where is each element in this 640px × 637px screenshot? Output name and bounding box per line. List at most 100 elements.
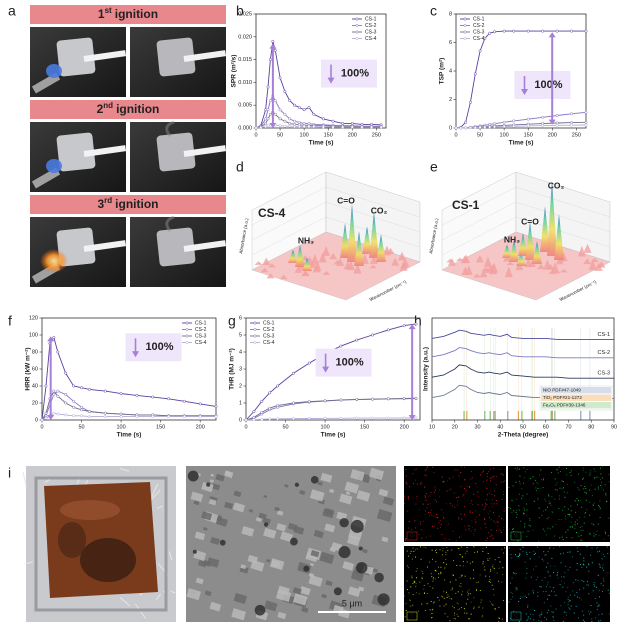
minor-peak — [336, 257, 345, 266]
major-peak — [340, 223, 350, 258]
eds-dot — [559, 584, 561, 586]
eds-dot — [490, 477, 492, 479]
eds-dot — [456, 613, 458, 615]
eds-dot — [461, 518, 463, 520]
eds-dot — [600, 583, 602, 585]
data-point — [72, 414, 76, 418]
sem-pore — [219, 539, 226, 546]
data-point — [512, 124, 516, 128]
series-line — [41, 390, 216, 421]
eds-dot — [458, 536, 460, 538]
eds-dot — [414, 549, 416, 551]
sem-grain — [269, 558, 285, 571]
sem-grain — [293, 593, 308, 606]
eds-dot — [468, 618, 470, 620]
x-tick-label: 60 — [543, 424, 549, 430]
eds-map — [404, 466, 506, 542]
sem-grain — [250, 559, 265, 572]
eds-dot — [565, 591, 567, 593]
eds-dot — [575, 524, 577, 526]
eds-dot — [408, 527, 410, 529]
eds-dot — [464, 466, 466, 468]
eds-dot — [490, 480, 492, 482]
eds-dot — [442, 480, 444, 482]
data-point — [288, 121, 292, 125]
eds-dot — [569, 472, 571, 474]
eds-dot — [556, 489, 558, 491]
eds-dot — [589, 514, 591, 516]
sem-grain — [201, 481, 214, 493]
eds-dot — [583, 557, 585, 559]
eds-dot — [582, 467, 584, 469]
data-point — [414, 416, 418, 420]
sem-pore — [374, 572, 384, 583]
data-point — [292, 401, 295, 405]
minor-peak — [548, 269, 557, 275]
y-tick-label: 0.015 — [238, 57, 252, 63]
eds-dot — [594, 470, 596, 472]
eds-dot — [457, 591, 459, 593]
eds-dot — [547, 551, 549, 553]
x-tick-label: 100 — [300, 132, 309, 138]
eds-element: Ti — [410, 613, 414, 619]
eds-dot — [455, 579, 457, 581]
data-point — [312, 112, 316, 116]
data-point — [355, 397, 359, 401]
eds-dot — [566, 537, 568, 539]
series-line — [431, 329, 614, 340]
eds-dot — [598, 614, 600, 616]
eds-dot — [577, 499, 579, 501]
eds-dot — [457, 609, 459, 611]
eds-dot — [485, 503, 487, 505]
eds-dot — [567, 599, 569, 601]
eds-dot — [558, 519, 560, 521]
eds-dot — [410, 529, 412, 531]
data-point — [331, 125, 335, 129]
eds-dot — [434, 486, 436, 488]
eds-dot — [578, 617, 580, 619]
eds-dot — [455, 579, 457, 581]
series-line — [431, 364, 614, 379]
eds-dot — [449, 489, 451, 491]
eds-dot — [542, 479, 544, 481]
eds-dot — [548, 503, 550, 505]
data-point — [72, 384, 76, 388]
eds-dot — [512, 485, 514, 487]
eds-dot — [444, 566, 446, 568]
data-point — [72, 399, 76, 403]
eds-dot — [598, 605, 600, 607]
eds-dot — [586, 566, 588, 568]
data-point — [72, 405, 76, 409]
eds-dot — [465, 489, 467, 491]
sem-grain — [350, 469, 365, 482]
data-point — [273, 99, 277, 103]
eds-dot — [586, 509, 588, 511]
data-point — [278, 108, 282, 112]
eds-dot — [599, 506, 601, 508]
eds-dot — [566, 467, 568, 469]
major-peak — [354, 231, 364, 266]
eds-dot — [493, 468, 495, 470]
eds-dot — [512, 531, 514, 533]
eds-dot — [526, 551, 528, 553]
aerogel-block — [156, 37, 196, 77]
minor-peak — [475, 254, 484, 263]
eds-dot — [537, 591, 539, 593]
eds-dot — [608, 613, 610, 615]
eds-dot — [580, 500, 582, 502]
sem-grain — [215, 516, 228, 527]
data-point — [386, 328, 390, 332]
eds-dot — [460, 472, 462, 474]
minor-peak — [479, 270, 488, 278]
eds-dot — [597, 486, 599, 488]
eds-dot — [588, 570, 590, 572]
scale-bar-label: 5 μm — [342, 598, 362, 608]
eds-dot — [475, 582, 477, 584]
eds-dot — [576, 596, 578, 598]
y-axis-label: SPR (m²/s) — [231, 55, 238, 88]
sem-pore — [289, 537, 298, 546]
eds-dot — [528, 593, 530, 595]
eds-dot — [415, 468, 417, 470]
eds-dot — [571, 516, 573, 518]
eds-dot — [575, 579, 577, 581]
